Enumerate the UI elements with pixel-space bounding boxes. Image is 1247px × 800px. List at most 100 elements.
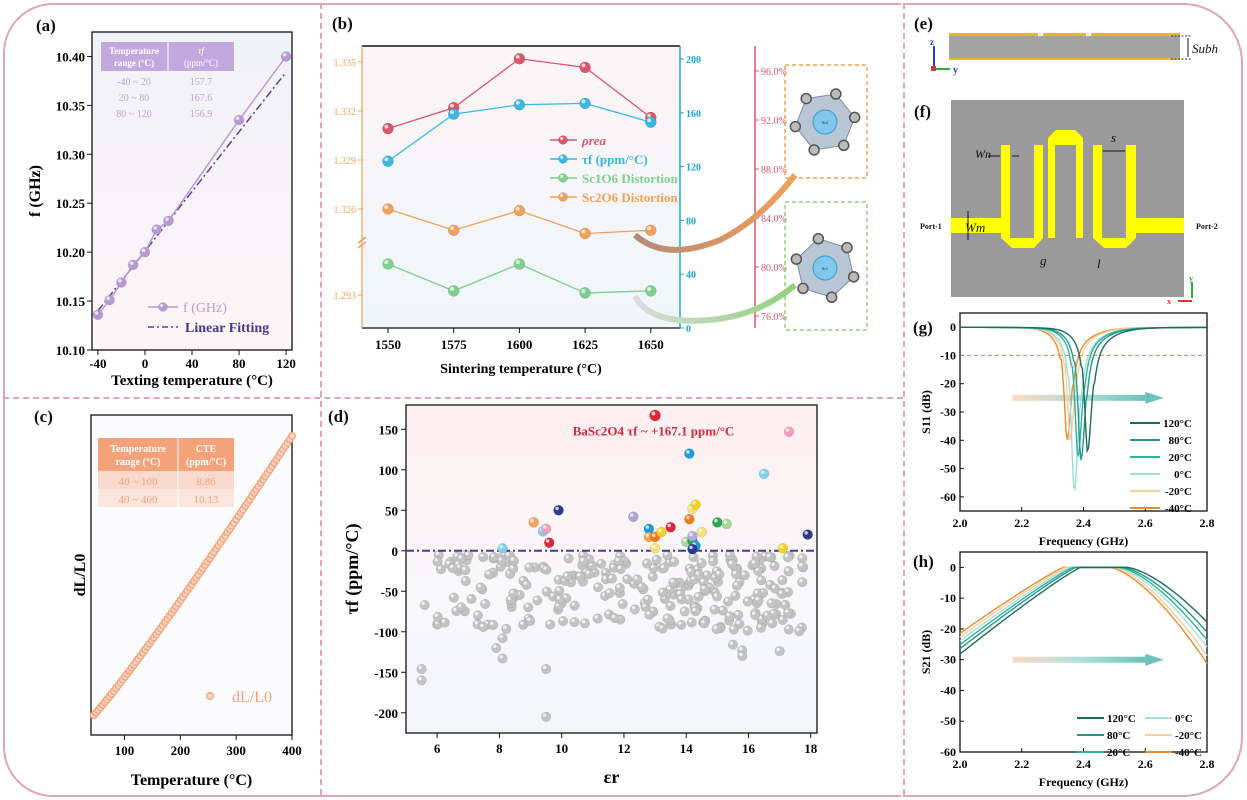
gray-data-point: [797, 561, 808, 572]
x-tick-label: 12: [617, 741, 630, 756]
f-data-point: [104, 294, 115, 306]
gray-data-point: [497, 653, 508, 664]
gray-data-point: [676, 619, 687, 630]
x-tick-label: 2.2: [1014, 516, 1029, 530]
gray-data-point-highlight: [602, 576, 607, 580]
legend-marker: [558, 154, 568, 164]
gray-data-point-highlight: [571, 602, 575, 606]
colored-data-point: [628, 511, 639, 523]
gray-data-point: [712, 591, 723, 602]
gray-data-point-highlight: [556, 595, 560, 600]
gray-data-point-highlight: [785, 626, 790, 630]
gray-data-point-highlight: [527, 617, 531, 621]
wm-label: Wm: [965, 220, 985, 235]
Sc1-oxygen-atom: [841, 241, 853, 254]
colored-data-point-highlight: [651, 544, 656, 549]
y-tick-label: -30: [940, 405, 956, 419]
y-tick-label: -60: [940, 490, 956, 504]
gray-data-point-highlight: [732, 570, 737, 575]
y-tick-label: -50: [940, 462, 956, 476]
colored-data-point-highlight: [530, 518, 534, 523]
y-axis-label: S11 (dB): [919, 390, 933, 434]
red-tick-label: 92.0%: [761, 116, 787, 127]
x-tick-label: 2.4: [1076, 516, 1091, 530]
colored-data-point-highlight: [651, 533, 656, 538]
gray-data-point: [615, 563, 626, 575]
axis-break-2: [357, 241, 367, 249]
gray-data-point-highlight: [608, 575, 613, 579]
series-point-3-highlight: [647, 226, 652, 231]
y-tick-label: 10.15: [56, 294, 86, 309]
gray-data-point-highlight: [701, 585, 705, 590]
gray-data-point-highlight: [751, 596, 755, 600]
gray-data-point: [742, 625, 753, 636]
gray-data-point-highlight: [713, 593, 718, 597]
left-tick-label: 1.332: [334, 107, 357, 118]
series-point-3-highlight: [515, 206, 520, 211]
panel-label-g: (g): [913, 318, 933, 337]
gray-data-point-highlight: [678, 595, 682, 600]
gray-data-point: [783, 624, 794, 635]
f-data-point: [92, 309, 104, 321]
gray-data-point-highlight: [534, 597, 538, 601]
gray-data-point: [607, 573, 618, 584]
colored-data-point: [690, 499, 701, 510]
colored-data-point: [758, 468, 770, 480]
gray-data-point-highlight: [768, 599, 772, 604]
y-tick-label: 10.30: [56, 147, 85, 162]
gray-data-point: [728, 624, 739, 635]
series-point-3: [579, 227, 591, 240]
gray-data-point: [780, 599, 791, 611]
series-point-3-highlight: [450, 226, 454, 231]
x-tick-label: 2.0: [953, 516, 968, 530]
gray-data-point: [432, 556, 443, 567]
blue-tick-label: 80: [686, 216, 696, 227]
colored-data-point-highlight: [630, 513, 634, 517]
gray-data-point: [762, 610, 773, 621]
gray-data-point: [644, 609, 655, 620]
gray-data-point-highlight: [617, 552, 621, 557]
gray-data-point: [592, 613, 603, 624]
gray-data-point-highlight: [421, 601, 425, 606]
gray-data-point: [609, 612, 620, 624]
gray-data-point: [750, 609, 761, 620]
gray-data-point-highlight: [581, 620, 586, 624]
filter-substrate: [951, 100, 1184, 297]
chart-d: 6 8 10 12 14 16 18 150 100 50 0 -50 -100 -150 -200 εr τf…: [342, 404, 818, 787]
y-tick-label: -10: [940, 348, 956, 362]
gray-data-point-highlight: [754, 590, 758, 594]
gray-data-point-highlight: [643, 560, 648, 564]
y-tick-label: 10.20: [56, 245, 85, 260]
y-axis-label: dL/L0: [72, 554, 89, 597]
series-point-1: [513, 98, 526, 111]
gray-data-point-highlight: [735, 611, 739, 615]
series-point-2: [645, 285, 657, 297]
colored-data-point-highlight: [682, 538, 687, 542]
x-tick-label: 10: [555, 741, 568, 756]
gray-data-point-highlight: [474, 612, 479, 616]
red-tick-label: 76.0%: [761, 312, 787, 323]
gray-data-point-highlight: [525, 604, 529, 608]
gray-data-point-highlight: [437, 565, 442, 570]
gray-data-point-highlight: [601, 592, 606, 596]
gray-data-point-highlight: [764, 612, 768, 616]
colored-data-point: [649, 543, 661, 554]
y-tick-label: -20: [940, 622, 956, 636]
shift-arrow-body: [1012, 656, 1146, 663]
gray-data-point: [562, 571, 573, 582]
gray-data-point-highlight: [499, 655, 503, 659]
gray-data-point-highlight: [619, 600, 623, 605]
gray-data-point: [466, 593, 477, 605]
gray-data-point-highlight: [480, 553, 484, 558]
gray-data-point-highlight: [729, 641, 734, 645]
colored-data-point-highlight: [658, 528, 662, 533]
gray-data-point: [724, 550, 735, 561]
gray-data-point-highlight: [798, 562, 803, 567]
shift-arrow-head: [1145, 653, 1164, 666]
gray-data-point-highlight: [724, 598, 729, 602]
gray-data-point-highlight: [510, 557, 515, 561]
colored-data-point: [783, 426, 795, 437]
gray-data-point: [448, 592, 459, 603]
gray-data-point: [641, 558, 653, 569]
gray-data-point-highlight: [579, 552, 584, 556]
